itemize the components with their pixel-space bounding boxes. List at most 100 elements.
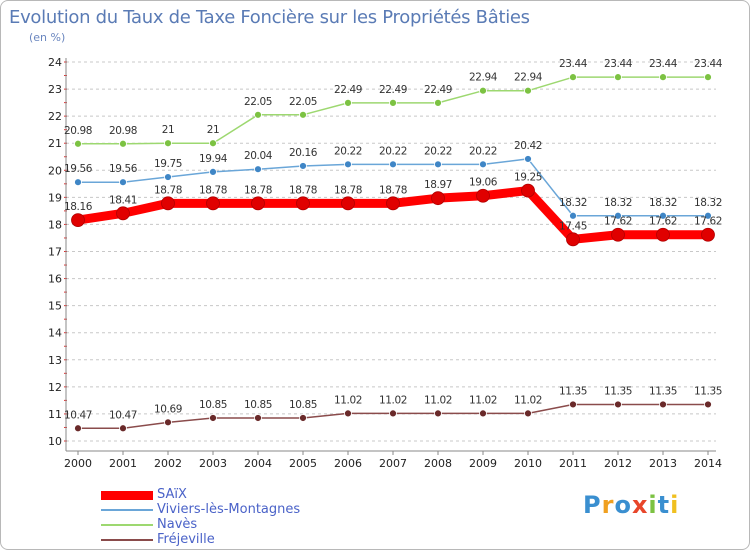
data-label: 20.98	[64, 125, 92, 137]
data-label: 11.02	[514, 394, 542, 406]
logo-letter: i	[648, 491, 658, 519]
data-point	[659, 211, 667, 220]
x-tick-label: 2003	[199, 457, 227, 470]
data-label: 23.44	[694, 58, 723, 70]
data-label: 20.04	[244, 150, 273, 162]
data-point	[704, 211, 712, 220]
y-tick-label: 14	[48, 327, 62, 340]
y-tick-label: 20	[48, 164, 62, 177]
data-label: 10.69	[154, 403, 182, 415]
data-point	[299, 162, 307, 170]
data-point	[116, 206, 130, 221]
legend-swatch	[101, 490, 153, 500]
data-label: 20.42	[514, 140, 542, 152]
legend-item: SAïX	[101, 487, 401, 502]
data-point	[299, 414, 307, 422]
data-label: 18.32	[649, 197, 677, 209]
data-label: 22.94	[469, 72, 498, 84]
chart-subtitle: (en %)	[29, 31, 66, 44]
data-label: 17.45	[559, 220, 587, 232]
data-label: 17.62	[694, 216, 722, 228]
data-label: 22.05	[244, 96, 272, 108]
data-point	[614, 400, 622, 409]
data-label: 19.06	[469, 177, 498, 189]
data-label: 21	[207, 124, 220, 136]
data-label: 18.32	[604, 197, 632, 209]
data-point	[389, 98, 397, 107]
data-point	[161, 196, 175, 211]
data-label: 11.02	[424, 394, 452, 406]
data-point	[569, 211, 577, 220]
data-point	[386, 196, 400, 211]
data-point	[659, 400, 667, 409]
data-label: 20.22	[424, 145, 452, 157]
legend-swatch	[101, 539, 153, 541]
data-label: 10.85	[289, 399, 317, 411]
data-point	[299, 110, 307, 119]
data-label: 18.78	[334, 184, 362, 196]
data-point	[209, 168, 217, 176]
data-point	[341, 196, 355, 211]
data-point	[164, 418, 172, 427]
data-label: 11.35	[694, 385, 722, 397]
legend-swatch	[101, 524, 153, 526]
data-point	[476, 188, 490, 203]
data-label: 23.44	[649, 58, 678, 70]
data-label: 22.05	[289, 96, 317, 108]
data-label: 22.94	[514, 72, 543, 84]
data-label: 22.49	[334, 84, 362, 96]
data-label: 18.78	[289, 184, 317, 196]
data-label: 11.35	[604, 385, 632, 397]
data-label: 19.56	[109, 163, 138, 175]
x-tick-label: 2005	[289, 457, 317, 470]
y-tick-label: 24	[48, 56, 62, 69]
data-point	[254, 165, 262, 174]
data-label: 22.49	[379, 84, 407, 96]
data-point	[344, 160, 352, 169]
data-label: 11.02	[334, 394, 362, 406]
x-tick-label: 2012	[604, 457, 632, 470]
y-tick-label: 17	[48, 246, 62, 259]
data-point	[434, 98, 442, 107]
logo-letter: r	[601, 491, 615, 519]
data-label: 18.32	[559, 197, 587, 209]
y-tick-label: 13	[48, 354, 62, 367]
data-label: 11.35	[649, 385, 677, 397]
x-tick-label: 2007	[379, 457, 407, 470]
y-tick-label: 11	[48, 408, 62, 421]
y-tick-label: 10	[48, 435, 62, 448]
data-label: 20.22	[334, 145, 362, 157]
data-point	[389, 409, 397, 418]
data-label: 18.97	[424, 179, 452, 191]
data-point	[74, 178, 82, 187]
data-label: 21	[162, 124, 175, 136]
y-tick-label: 16	[48, 273, 62, 286]
y-tick-label: 15	[48, 300, 62, 313]
data-point	[611, 227, 625, 242]
data-point	[254, 110, 262, 119]
data-label: 18.78	[244, 184, 272, 196]
data-label: 10.85	[244, 399, 272, 411]
data-point	[704, 400, 712, 409]
data-point	[74, 139, 82, 148]
data-label: 18.78	[379, 184, 407, 196]
data-label: 18.16	[64, 201, 93, 213]
data-point	[569, 73, 577, 82]
legend-swatch	[101, 509, 153, 511]
logo-letter: P	[583, 491, 602, 519]
data-label: 10.47	[64, 409, 92, 421]
logo-letter: o	[614, 491, 632, 519]
data-point	[119, 424, 127, 433]
line-chart: 10 11 12 13 14 15 16 17 18 19 20 21 22 23 24 2000 2001 20…	[48, 56, 723, 470]
x-tick-label: 2001	[109, 457, 137, 470]
data-point	[74, 424, 82, 433]
data-point	[206, 196, 220, 211]
y-tick-label: 22	[48, 110, 62, 123]
data-point	[701, 227, 715, 242]
x-tick-label: 2004	[244, 457, 272, 470]
data-point	[164, 139, 172, 148]
data-point	[479, 409, 487, 418]
data-label: 17.62	[604, 216, 632, 228]
data-point	[254, 414, 262, 422]
